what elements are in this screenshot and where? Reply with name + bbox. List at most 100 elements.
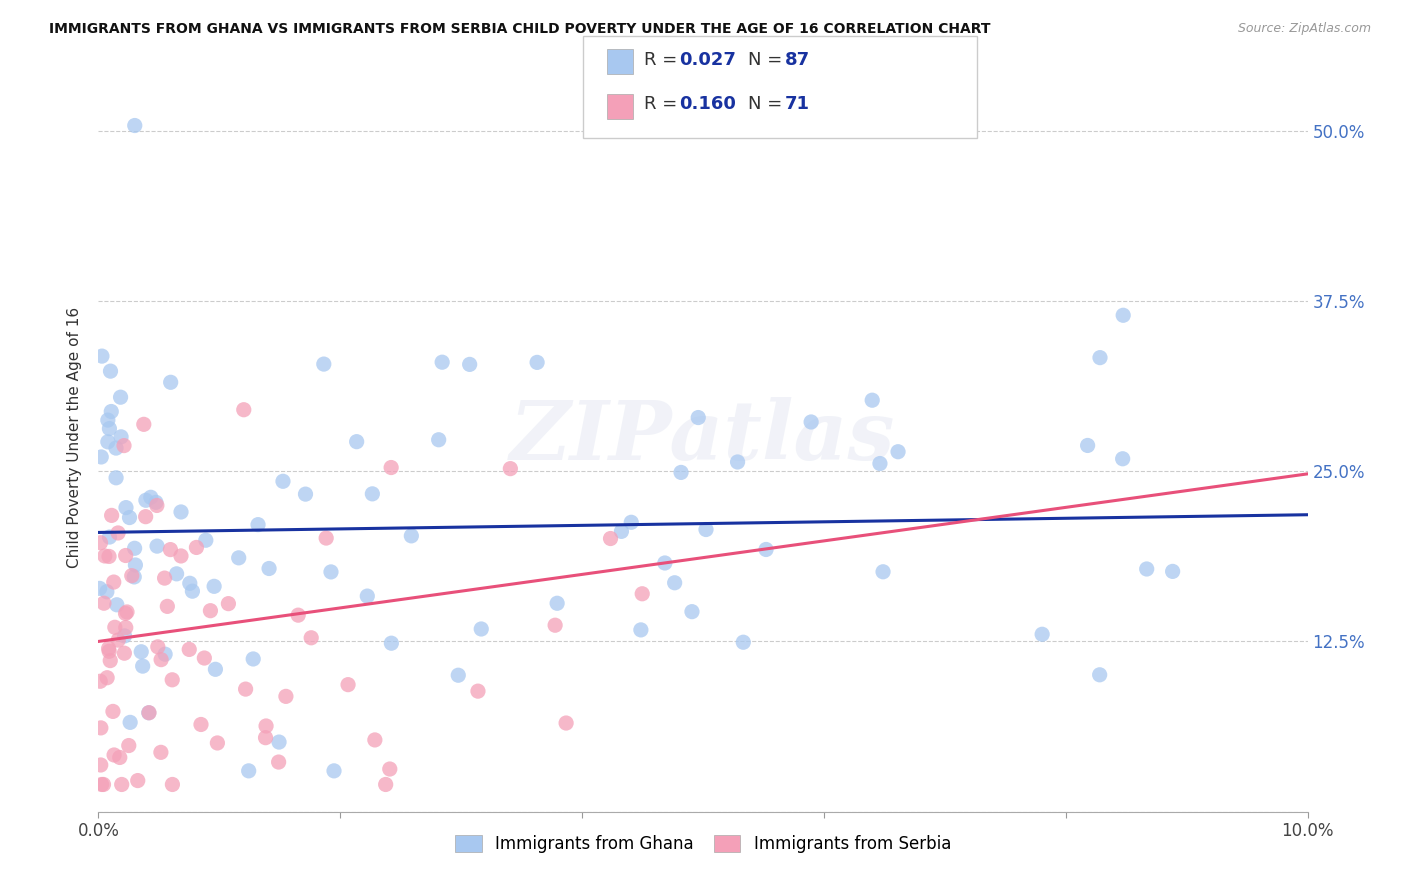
Point <box>159 542 181 557</box>
Point <box>247 517 270 532</box>
Text: 0.027: 0.027 <box>679 51 735 69</box>
Point <box>287 608 309 623</box>
Point <box>124 541 146 556</box>
Point <box>887 444 910 458</box>
Text: 87: 87 <box>785 51 810 69</box>
Point <box>90 450 112 464</box>
Text: Source: ZipAtlas.com: Source: ZipAtlas.com <box>1237 22 1371 36</box>
Point <box>93 596 115 610</box>
Point <box>96 584 118 599</box>
Point <box>124 119 146 133</box>
Point <box>1111 451 1133 466</box>
Point <box>110 430 132 444</box>
Point <box>135 509 157 524</box>
Point <box>242 652 264 666</box>
Point <box>267 735 290 749</box>
Point <box>467 684 489 698</box>
Point <box>380 460 402 475</box>
Point <box>458 358 481 372</box>
Point <box>98 549 121 564</box>
Point <box>179 576 201 591</box>
Point <box>138 706 160 720</box>
Point <box>122 570 145 584</box>
Text: 71: 71 <box>785 95 810 113</box>
Point <box>135 493 157 508</box>
Point <box>695 523 717 537</box>
Point <box>319 565 342 579</box>
Point <box>202 579 225 593</box>
Point <box>103 575 125 590</box>
Point <box>872 565 894 579</box>
Point <box>166 566 188 581</box>
Point <box>118 739 141 753</box>
Point <box>654 556 676 570</box>
Point <box>186 541 208 555</box>
Point <box>108 750 131 764</box>
Point <box>232 402 254 417</box>
Point <box>1088 667 1111 681</box>
Point <box>138 706 160 720</box>
Point <box>145 495 167 509</box>
Point <box>669 466 692 480</box>
Point <box>380 636 402 650</box>
Point <box>170 505 193 519</box>
Point <box>374 777 396 791</box>
Point <box>100 508 122 523</box>
Point <box>470 622 492 636</box>
Point <box>89 535 111 549</box>
Point <box>860 393 883 408</box>
Point <box>235 682 257 697</box>
Point <box>153 571 176 585</box>
Point <box>274 690 297 704</box>
Point <box>447 668 470 682</box>
Point <box>378 762 401 776</box>
Point <box>159 376 181 390</box>
Point <box>105 441 128 455</box>
Point <box>204 662 226 676</box>
Point <box>127 773 149 788</box>
Point <box>323 764 346 778</box>
Point <box>599 532 621 546</box>
Point <box>160 673 183 687</box>
Point <box>544 618 567 632</box>
Point <box>401 529 423 543</box>
Point <box>1112 308 1135 322</box>
Point <box>90 777 112 791</box>
Point <box>89 582 111 596</box>
Point <box>112 646 135 660</box>
Point <box>869 457 891 471</box>
Point <box>90 721 112 735</box>
Point <box>294 487 316 501</box>
Point <box>356 589 378 603</box>
Point <box>620 516 643 530</box>
Legend: Immigrants from Ghana, Immigrants from Serbia: Immigrants from Ghana, Immigrants from S… <box>449 828 957 860</box>
Point <box>101 705 124 719</box>
Point <box>150 653 173 667</box>
Point <box>146 539 169 553</box>
Point <box>146 499 169 513</box>
Point <box>114 549 136 563</box>
Text: 0.160: 0.160 <box>679 95 735 113</box>
Point <box>156 599 179 614</box>
Point <box>115 605 138 619</box>
Point <box>131 659 153 673</box>
Point <box>1136 562 1159 576</box>
Text: N =: N = <box>748 51 787 69</box>
Point <box>755 542 778 557</box>
Y-axis label: Child Poverty Under the Age of 16: Child Poverty Under the Age of 16 <box>67 307 83 567</box>
Point <box>97 413 120 427</box>
Text: R =: R = <box>644 51 683 69</box>
Point <box>499 461 522 475</box>
Point <box>555 716 578 731</box>
Point <box>1031 627 1053 641</box>
Point <box>733 635 755 649</box>
Point <box>111 777 134 791</box>
Point <box>115 500 138 515</box>
Point <box>105 471 128 485</box>
Point <box>110 390 132 404</box>
Point <box>153 647 176 661</box>
Point <box>98 644 121 658</box>
Point <box>107 633 129 648</box>
Point <box>139 491 162 505</box>
Point <box>228 550 250 565</box>
